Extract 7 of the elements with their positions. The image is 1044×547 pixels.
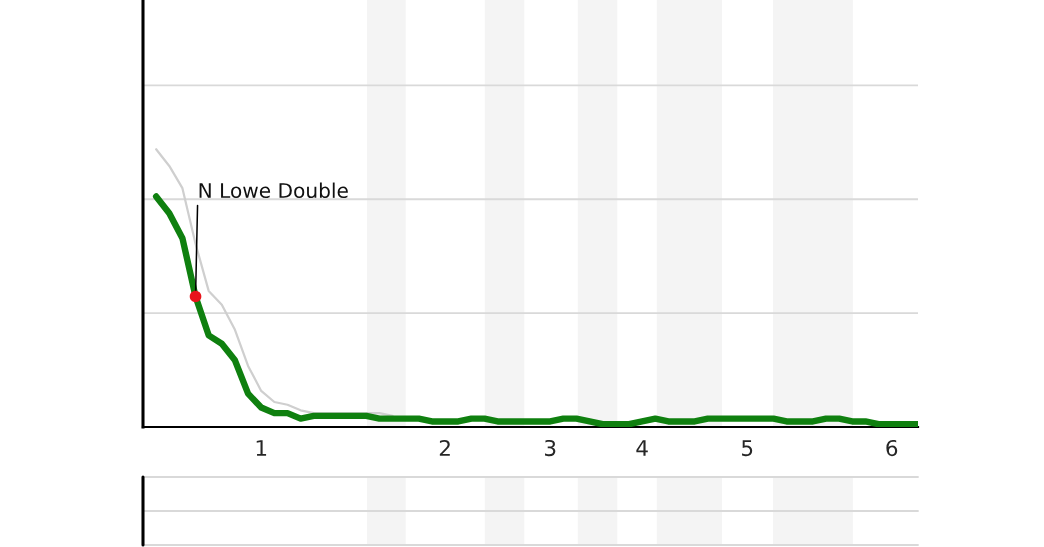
x-tick-label: 5 (742, 440, 753, 457)
x-tick-label: 2 (439, 439, 450, 456)
x-tick-label: 4 (636, 440, 648, 456)
x-tick-label: 3 (545, 439, 556, 457)
annotation: N Lowe Double (199, 182, 348, 199)
x-tick-label: 1 (256, 440, 267, 456)
x-tick-label: 6 (886, 439, 898, 457)
